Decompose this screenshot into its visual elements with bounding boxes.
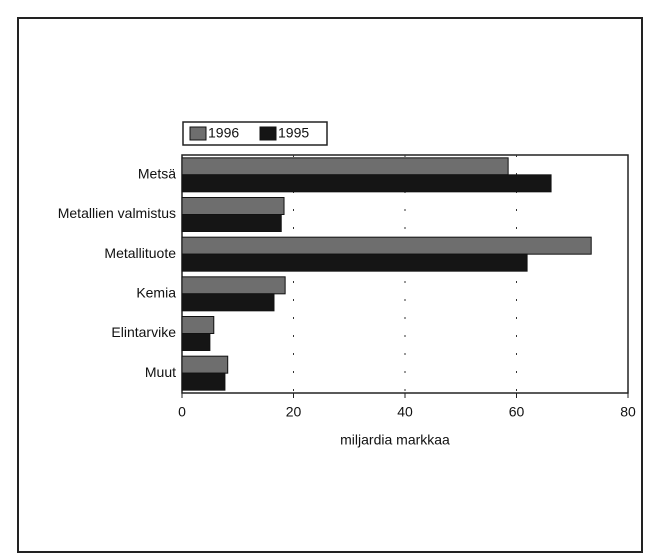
- x-axis-label: miljardia markkaa: [340, 432, 450, 448]
- legend-box: [182, 121, 328, 146]
- bar: [181, 276, 286, 295]
- legend-label: 1996: [208, 125, 239, 141]
- x-tick-label: 60: [509, 404, 525, 420]
- bar: [181, 236, 592, 255]
- y-tick-label: Metallituote: [104, 245, 176, 261]
- legend-label: 1995: [278, 125, 309, 141]
- y-tick-label: Kemia: [136, 285, 176, 301]
- bar: [181, 253, 528, 272]
- bar: [181, 372, 226, 391]
- y-tick-label: Metallien valmistus: [58, 205, 176, 221]
- x-tick-label: 0: [178, 404, 186, 420]
- x-tick-label: 80: [620, 404, 636, 420]
- legend-swatch: [189, 126, 207, 141]
- y-tick-label: Elintarvike: [111, 324, 176, 340]
- x-tick-label: 40: [397, 404, 413, 420]
- frame: [17, 17, 643, 553]
- bar: [181, 355, 229, 374]
- bar: [181, 174, 552, 193]
- y-tick-label: Muut: [145, 364, 176, 380]
- bar: [181, 333, 211, 351]
- bar: [181, 157, 509, 176]
- legend-swatch: [259, 126, 277, 141]
- bar: [181, 214, 282, 232]
- x-tick-label: 20: [286, 404, 302, 420]
- bar: [181, 197, 285, 215]
- bar: [181, 293, 275, 312]
- bar: [181, 316, 215, 334]
- y-tick-label: Metsä: [138, 166, 176, 182]
